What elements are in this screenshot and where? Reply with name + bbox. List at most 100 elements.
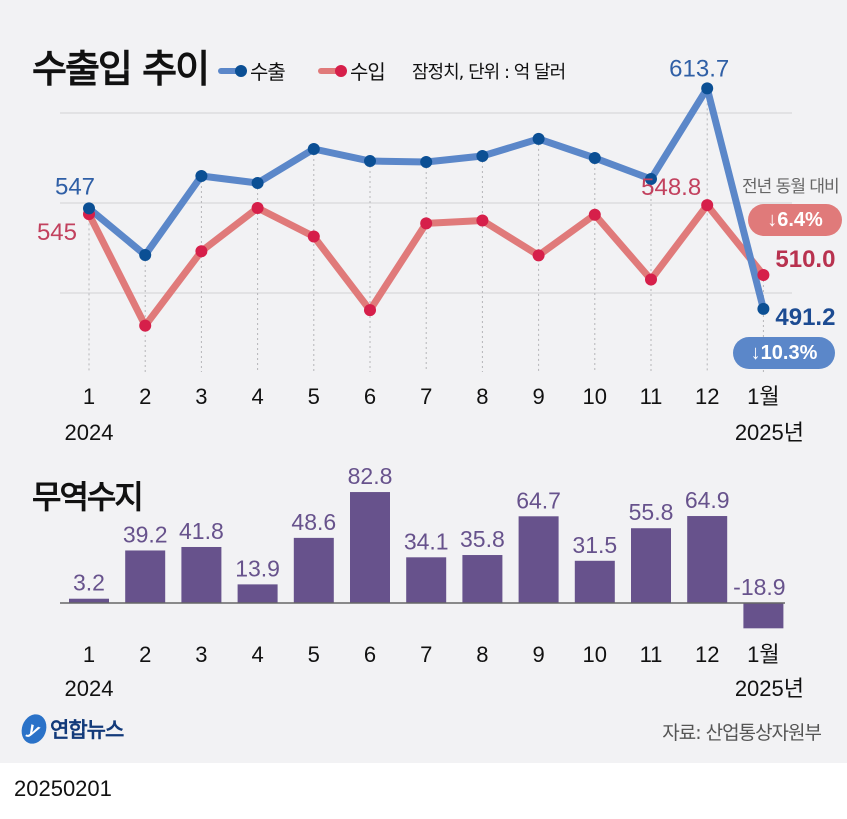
import-label-peak: 548.8: [641, 174, 701, 201]
export-label-peak: 613.7: [669, 55, 729, 82]
import-label-first: 545: [37, 219, 77, 246]
import-point: [701, 199, 714, 212]
export-point: [83, 202, 95, 215]
bar-value-label: 13.9: [235, 555, 280, 581]
x-tick-label: 1: [83, 384, 95, 409]
x-tick-label: 2: [139, 384, 151, 409]
trade-balance-bar: [293, 537, 334, 603]
export-point: [588, 152, 601, 164]
import-point: [139, 319, 152, 332]
bar-value-label: 64.7: [516, 487, 561, 513]
bar-chart-title: 무역수지: [32, 478, 144, 516]
bar-value-label: 39.2: [123, 521, 168, 547]
export-point: [476, 150, 489, 163]
x-tick-label: 5: [308, 642, 320, 667]
x-tick-label: 3: [195, 384, 207, 409]
export-point: [701, 82, 714, 95]
import-point: [251, 202, 264, 215]
import-point: [195, 245, 208, 258]
x-tick-label: 3: [195, 642, 207, 667]
trade-balance-bar: [406, 557, 447, 603]
import-point: [420, 217, 433, 230]
export-legend-swatch-icon: [218, 64, 247, 77]
bar-value-label: 34.1: [404, 528, 449, 554]
export-label-last: 491.2: [775, 304, 835, 331]
x-tick-label: 10: [583, 384, 607, 409]
import-yoy-badge: ↓6.4%: [748, 204, 842, 236]
x-tick-label: 4: [251, 384, 263, 409]
export-point: [139, 249, 152, 262]
trade-balance-bar: [631, 528, 671, 603]
year-label-start: 2024: [65, 676, 114, 700]
x-tick-label: 4: [251, 642, 263, 667]
export-yoy-badge: ↓10.3%: [733, 337, 835, 369]
export-point: [307, 143, 320, 155]
trade-balance-bar: [181, 546, 222, 603]
bar-value-label: 82.8: [348, 463, 393, 489]
x-tick-label: 6: [364, 384, 376, 409]
bar-value-label: 35.8: [460, 526, 505, 552]
import-legend-swatch-icon: [318, 64, 347, 77]
yonhap-logo-mark-icon: y: [17, 710, 51, 748]
trade-balance-bar: [125, 550, 166, 603]
x-tick-label: 7: [420, 642, 432, 667]
x-tick-label: 1월: [747, 642, 779, 667]
x-tick-label: 7: [420, 384, 432, 409]
legend-item-export: 수출: [218, 56, 286, 85]
legend-item-import: 수입: [318, 56, 386, 85]
export-point: [532, 132, 545, 145]
x-tick-label: 8: [476, 642, 488, 667]
bar-value-label: 48.6: [291, 509, 336, 535]
trade-balance-bar: [69, 598, 109, 603]
bar-value-label: 3.2: [73, 570, 105, 596]
export-point: [645, 173, 657, 186]
bar-value-label: 41.8: [179, 518, 224, 544]
x-tick-label: 6: [364, 642, 376, 667]
yonhap-logo: y 연합뉴스: [17, 710, 124, 748]
trade-balance-bar: [237, 584, 278, 603]
unit-note: 잠정치, 단위 : 억 달러: [412, 62, 566, 83]
trade-balance-bar: [462, 555, 503, 603]
import-point: [588, 208, 601, 221]
x-tick-label: 9: [532, 384, 544, 409]
x-tick-label: 11: [640, 642, 663, 667]
date-stamp: 20250201: [14, 776, 112, 801]
export-point: [195, 170, 208, 182]
yoy-label: 전년 동월 대비: [742, 177, 840, 197]
trade-balance-bar: [350, 492, 390, 603]
trade-balance-bar: [743, 603, 784, 629]
x-tick-label: 9: [532, 642, 544, 667]
export-point: [757, 302, 770, 315]
import-point: [307, 230, 320, 243]
x-tick-label: 11: [640, 384, 663, 409]
export-point: [420, 155, 433, 168]
export-point: [251, 177, 264, 190]
import-point: [532, 249, 545, 262]
export-label-first: 547: [55, 173, 95, 200]
year-label-end: 2025년: [735, 676, 804, 700]
x-tick-label: 8: [476, 384, 488, 409]
import-point: [476, 214, 489, 227]
year-label-end: 2025년: [735, 420, 804, 445]
bar-value-label: 31.5: [572, 532, 617, 558]
trade-balance-bar: [687, 516, 728, 603]
x-tick-label: 10: [583, 642, 607, 667]
x-tick-label: 12: [695, 384, 719, 409]
x-tick-label: 2: [139, 642, 151, 667]
trade-balance-bar: [518, 516, 559, 603]
bar-chart: 3.2 39.2 41.8 13.9 48.6 82.8 34.1 35.8 64.7 31.5 5…: [60, 463, 804, 700]
x-tick-label: 5: [308, 384, 320, 409]
x-tick-label: 1: [83, 642, 95, 667]
trade-balance-bar: [574, 560, 615, 603]
yonhap-logo-text: 연합뉴스: [50, 718, 124, 742]
legend-label-export: 수출: [250, 60, 286, 84]
x-tick-label: 1월: [747, 384, 779, 409]
bar-value-label: -18.9: [733, 574, 785, 600]
infographic-panel: [0, 0, 847, 763]
bar-value-label: 55.8: [629, 499, 674, 525]
import-point: [757, 269, 770, 281]
export-point: [364, 155, 376, 168]
legend-label-import: 수입: [350, 60, 386, 84]
x-tick-label: 12: [695, 642, 719, 667]
